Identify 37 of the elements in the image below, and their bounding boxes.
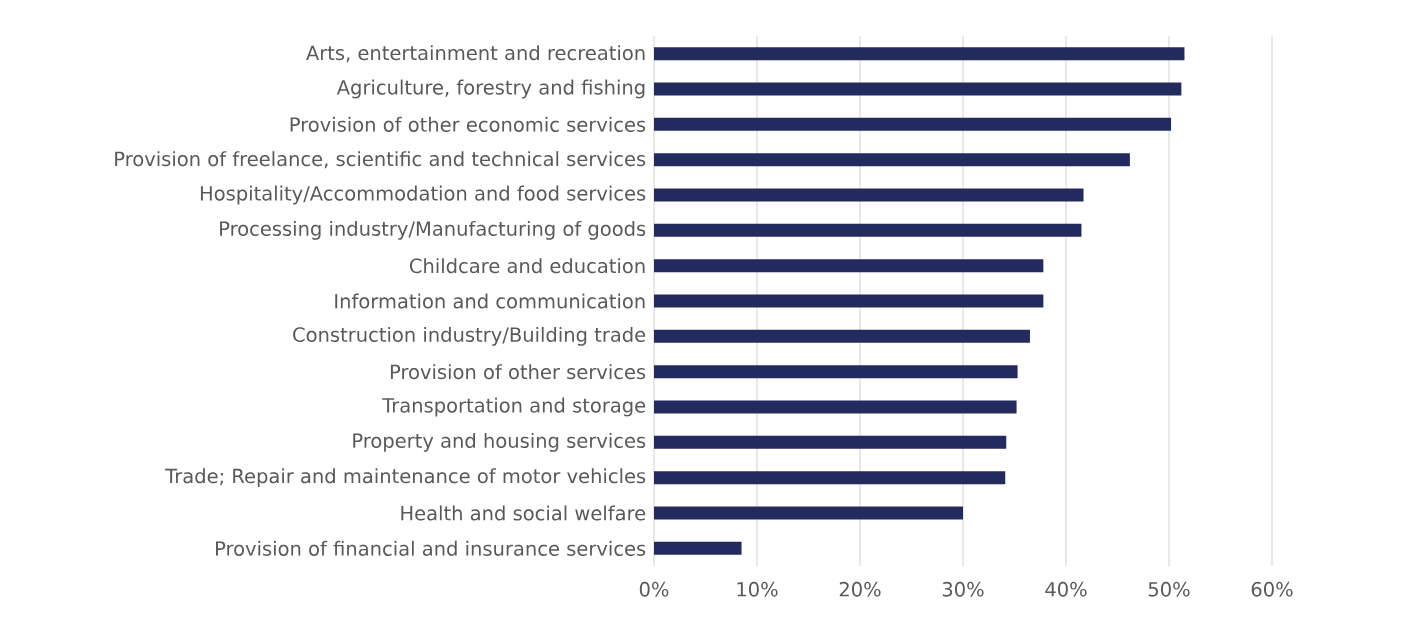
bar <box>654 471 1006 485</box>
x-tick-label: 50% <box>1148 581 1190 597</box>
x-tick-label: 60% <box>1251 581 1293 597</box>
y-tick-label: Hospitality/Accommodation and food services <box>200 185 646 205</box>
y-tick-label: Provision of other economic services <box>290 116 646 132</box>
bar <box>654 294 1044 308</box>
y-tick-label: Health and social welfare <box>401 505 646 521</box>
x-tick-label: 20% <box>839 581 881 597</box>
bar <box>654 435 1007 449</box>
bar <box>654 188 1084 202</box>
bar <box>654 47 1185 61</box>
bar <box>654 541 742 555</box>
bar <box>654 223 1082 237</box>
y-tick-label: Construction industry/Building trade <box>293 326 646 346</box>
y-tick-label: Property and housing services <box>353 432 646 452</box>
bar <box>654 329 1030 343</box>
x-tick-label: 40% <box>1045 581 1087 597</box>
y-tick-label: Provision of other services <box>390 364 646 380</box>
x-tick-label: 30% <box>942 581 984 597</box>
bar <box>654 153 1130 167</box>
y-tick-label: Provision of freelance, scientific and technical services <box>115 151 646 169</box>
y-tick-label: Transportation and storage <box>382 397 646 417</box>
y-tick-label: Processing industry/Manufacturing of goods <box>220 220 646 240</box>
bar <box>654 400 1017 414</box>
y-tick-label: Arts, entertainment and recreation <box>306 45 645 63</box>
bar <box>654 506 963 520</box>
bar <box>654 117 1172 131</box>
x-tick-label: 0% <box>639 581 669 597</box>
y-tick-label: Agriculture, forestry and fishing <box>336 79 645 99</box>
y-tick-label: Information and communication <box>335 293 645 309</box>
bar <box>654 365 1018 379</box>
bar <box>654 259 1044 273</box>
y-tick-label: Provision of financial and insurance services <box>216 540 646 556</box>
y-tick-label: Childcare and education <box>409 258 645 274</box>
bar <box>654 82 1182 96</box>
x-tick-label: 10% <box>737 581 778 597</box>
y-tick-label: Trade; Repair and maintenance of motor vehicles <box>165 468 646 488</box>
